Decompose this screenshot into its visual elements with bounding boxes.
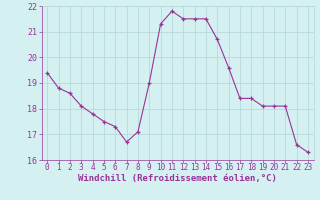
X-axis label: Windchill (Refroidissement éolien,°C): Windchill (Refroidissement éolien,°C) [78, 174, 277, 183]
